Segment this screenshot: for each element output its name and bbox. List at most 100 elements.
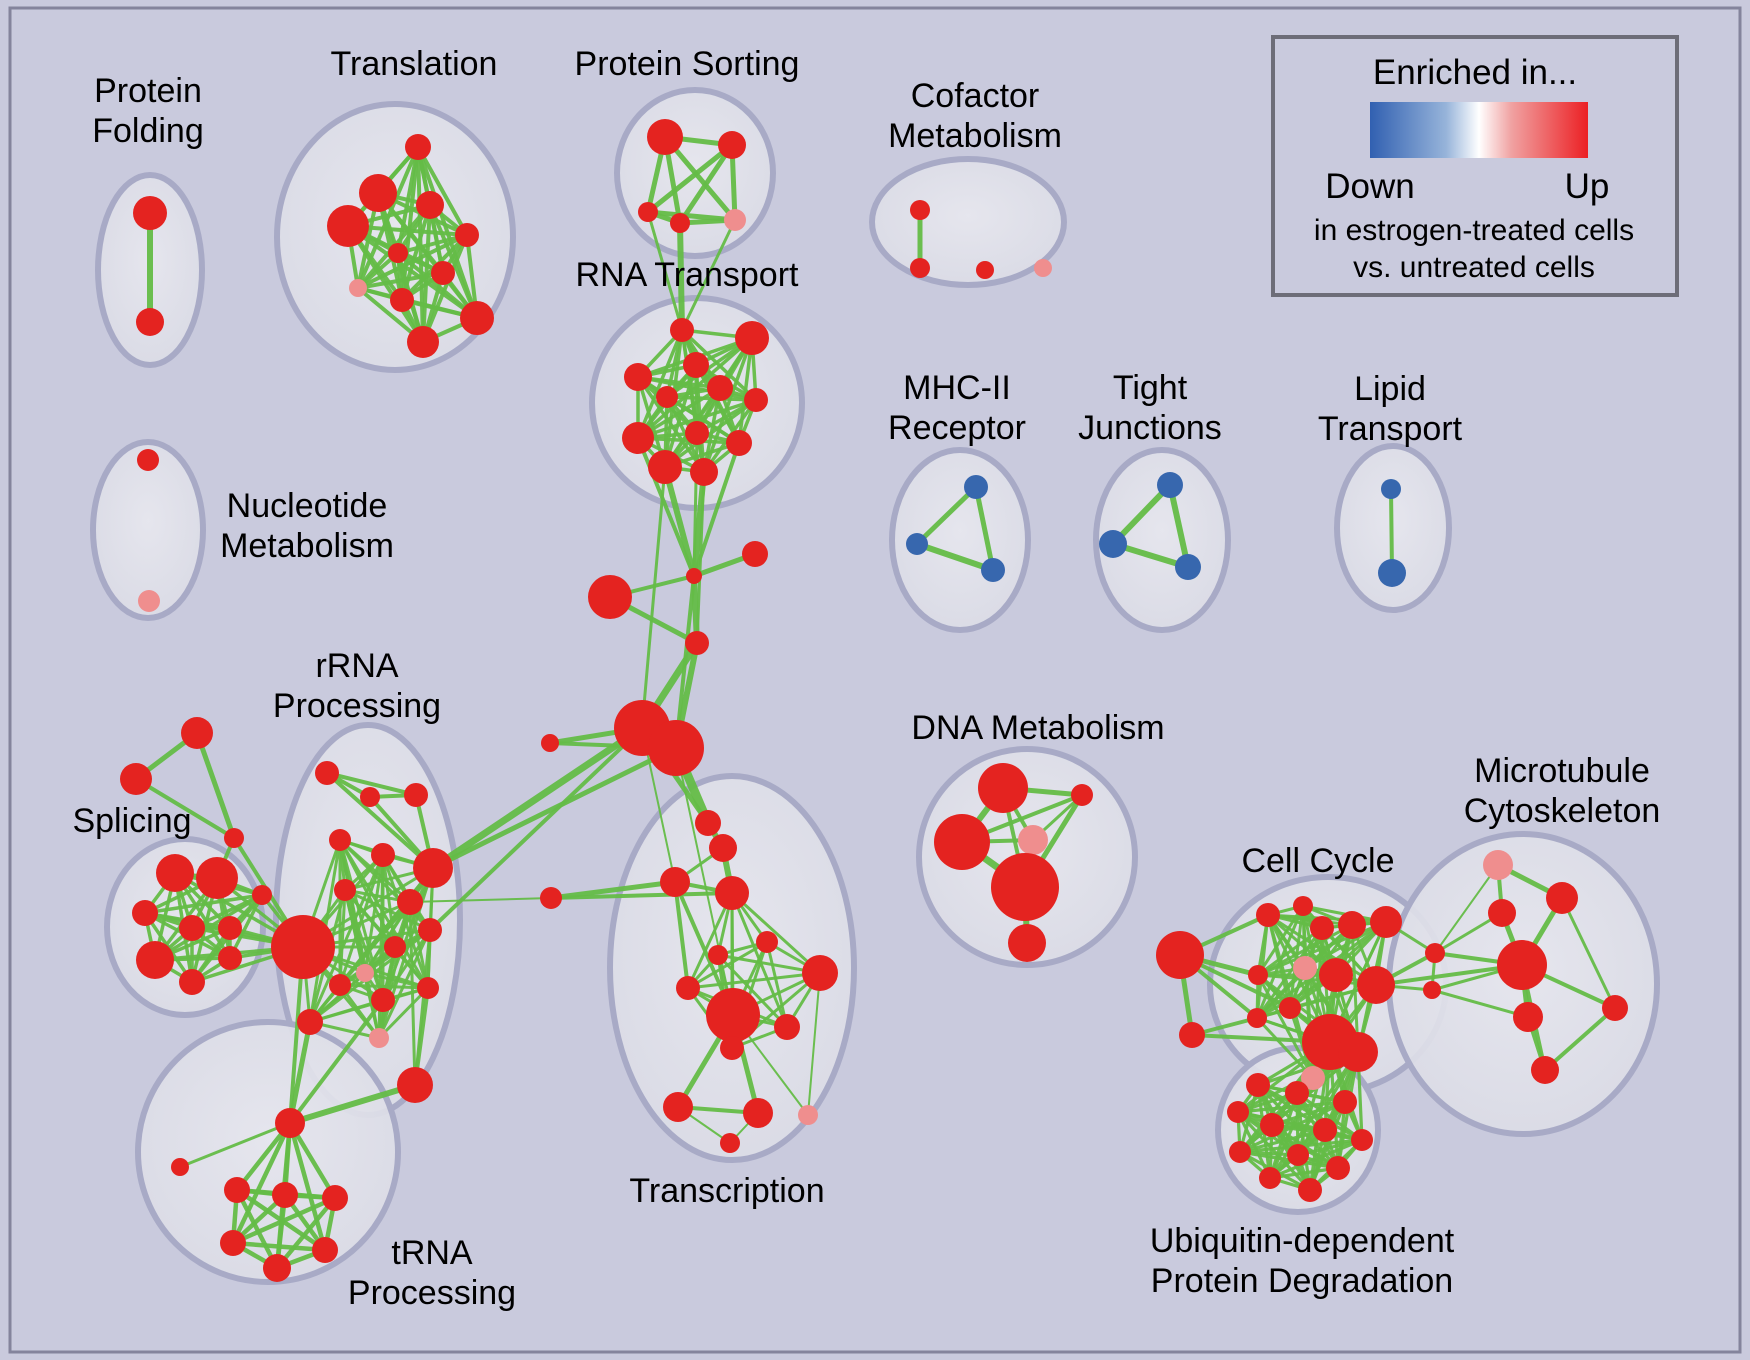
edge-mc2-mc5	[1560, 896, 1617, 1010]
gene-set-node-tx10	[774, 1014, 800, 1040]
gene-set-node-tx12	[663, 1092, 693, 1122]
gene-set-node-tx15	[720, 1133, 740, 1153]
gene-set-node-t5	[455, 223, 479, 247]
mesh-edge-th-tn4	[230, 1120, 293, 1246]
edge-c6-tx4	[549, 891, 734, 900]
cluster-label-translation-line1: Translation	[331, 45, 498, 83]
mesh-edge-sp6-sp9	[153, 893, 264, 962]
gene-set-node-rt2	[735, 321, 769, 355]
cluster-label-trna-processing-line2: Processing	[348, 1274, 516, 1312]
gene-set-node-sp6	[136, 941, 174, 979]
mesh-edge-ps2-ps4	[677, 142, 735, 226]
mesh-edge-rr15-rr16	[308, 986, 430, 1024]
gene-set-node-t6	[388, 243, 408, 263]
mesh-edge-tn3-tn6	[274, 1195, 338, 1271]
gene-set-node-ti	[171, 1158, 189, 1176]
edge-rr7-c6	[409, 897, 552, 903]
gene-set-node-c2	[742, 541, 768, 567]
cluster-label-protein-folding-line1: Protein	[94, 72, 202, 110]
gene-set-node-ub4	[1227, 1101, 1249, 1123]
gene-set-node-cf3	[976, 261, 994, 279]
edge-m1-m2	[914, 484, 979, 547]
gene-set-node-rr3	[404, 783, 428, 807]
gene-set-node-pf2	[136, 308, 164, 336]
edge-th-rr18	[287, 1082, 418, 1126]
mesh-edge-cc6-cc9	[1256, 973, 1378, 987]
gene-set-node-rt4	[624, 363, 652, 391]
mesh-edge-rr8-rr14	[343, 888, 385, 1002]
edge-ti-th	[178, 1121, 292, 1169]
edge-hub2-tx9	[675, 747, 734, 1016]
mesh-edge-rr12-rr14	[381, 928, 432, 1002]
gene-set-node-rt5	[707, 375, 733, 401]
gene-set-node-rr6	[371, 843, 395, 867]
mesh-edge-rr6-rr16	[308, 853, 385, 1024]
gene-set-node-tx8	[676, 976, 700, 1000]
cluster-ellipse-mhc-ii-receptor	[889, 447, 1031, 633]
cluster-label-rrna-processing-line1: rRNA	[315, 647, 398, 685]
mesh-edge-sp3-sp9	[143, 893, 264, 915]
gene-set-node-mc1	[1483, 850, 1513, 880]
cluster-label-tight-junctions-line2: Junctions	[1078, 409, 1222, 447]
cluster-ellipse-tight-junctions	[1093, 447, 1231, 633]
gene-set-node-rr11	[384, 936, 406, 958]
mesh-edge-rt4-rt7	[636, 375, 758, 402]
gene-set-node-mc6	[1513, 1002, 1543, 1032]
cluster-label-mhc-ii-receptor-line1: MHC-II	[903, 369, 1011, 407]
gene-set-node-tn2	[272, 1182, 298, 1208]
gene-set-node-cc8	[1319, 958, 1353, 992]
gene-set-node-rr4	[413, 848, 453, 888]
edge-th-rr14	[288, 998, 385, 1125]
gene-set-node-ub8	[1229, 1141, 1251, 1163]
gene-set-node-tx2	[709, 834, 737, 862]
gene-set-node-cc7	[1293, 956, 1317, 980]
gene-set-node-cc3	[1310, 916, 1334, 940]
cluster-label-trna-processing-line1: tRNA	[391, 1234, 473, 1272]
gene-set-node-c3	[588, 575, 632, 619]
gene-set-node-cc1	[1256, 903, 1280, 927]
gene-set-node-tx9	[706, 988, 760, 1042]
gene-set-node-rr14	[371, 988, 395, 1012]
gene-set-node-t8	[349, 279, 367, 297]
gene-set-node-sp5	[218, 916, 242, 940]
mesh-edge-tx5-tx10	[765, 940, 789, 1029]
gene-set-node-cf1	[910, 200, 930, 220]
gene-set-node-rt10	[726, 430, 752, 456]
edge-rr12-hub1	[428, 726, 644, 932]
cluster-label-nucleotide-metabolism-line1: Nucleotide	[227, 487, 388, 525]
legend-gradient-bar	[1370, 102, 1588, 158]
edge-rr18-rr12	[413, 928, 432, 1087]
mesh-edge-rr6-rr13	[338, 853, 385, 987]
gene-set-node-dm5	[991, 853, 1059, 921]
gene-set-node-tr3	[224, 828, 244, 848]
edge-tj1-tj3	[1167, 482, 1191, 570]
gene-set-node-lt1	[1381, 479, 1401, 499]
gene-set-node-m2	[906, 533, 928, 555]
edge-th-rr16	[287, 1019, 313, 1126]
gene-set-node-ps2	[718, 131, 746, 159]
gene-set-node-ci1	[1156, 931, 1204, 979]
cluster-label-mhc-ii-receptor-line2: Receptor	[888, 409, 1026, 447]
mesh-edge-cc3-cc10	[1255, 926, 1324, 1020]
gene-set-node-sp1	[156, 854, 194, 892]
cluster-label-splicing-line1: Splicing	[72, 802, 191, 840]
cluster-ellipse-nucleotide-metabolism	[90, 439, 206, 621]
gene-set-node-rr18	[397, 1067, 433, 1103]
legend-up-label: Up	[1565, 167, 1610, 206]
edge-c6-tx3	[548, 879, 678, 901]
edge-m2-m3	[914, 541, 996, 573]
gene-set-node-tn5	[312, 1237, 338, 1263]
mesh-edge-rr8-rr13	[338, 888, 347, 987]
edge-rt9-c1	[636, 436, 696, 578]
gene-set-node-dm4	[1018, 825, 1048, 855]
gene-set-node-c6	[540, 887, 562, 909]
cluster-label-protein-sorting-line1: Protein Sorting	[575, 45, 800, 83]
mesh-edge-th-tn5	[287, 1120, 328, 1253]
gene-set-node-mc5	[1602, 995, 1628, 1021]
gene-set-node-sp4	[179, 915, 205, 941]
mesh-edge-rt5-rt12	[702, 386, 722, 474]
mesh-edge-tx4-tx8	[686, 891, 734, 990]
mesh-edge-rr12-rr17	[377, 928, 432, 1040]
mesh-edge-rr5-rr12	[338, 838, 432, 932]
